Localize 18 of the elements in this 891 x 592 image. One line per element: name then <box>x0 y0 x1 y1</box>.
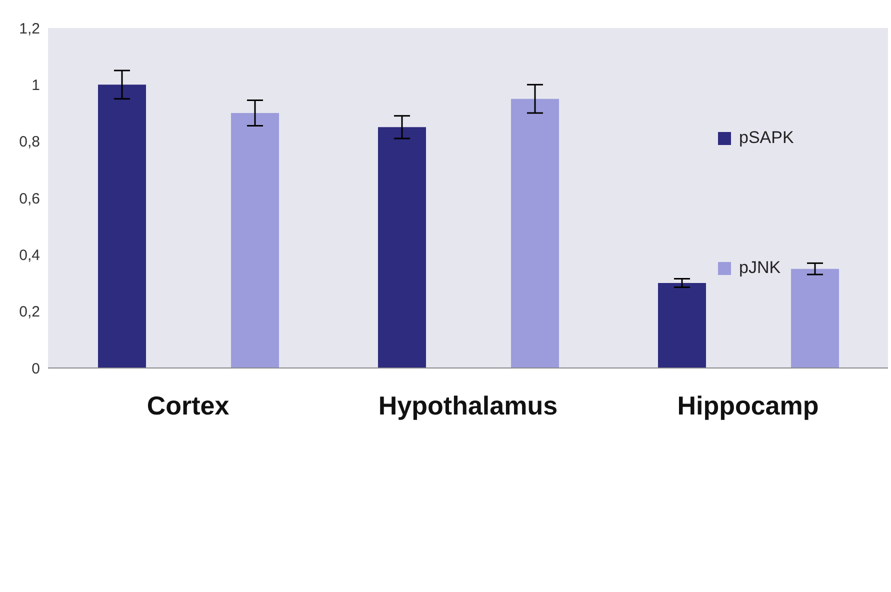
bar <box>511 98 559 368</box>
y-tick-label: 0 <box>32 360 40 378</box>
y-tick-label: 1,2 <box>19 20 40 38</box>
bar <box>378 127 426 368</box>
legend-label: pJNK <box>739 258 781 278</box>
y-tick-label: 0,2 <box>19 304 40 321</box>
bar <box>231 113 279 368</box>
legend-label: pSAPK <box>739 128 794 148</box>
x-tick-label: Cortex <box>146 390 230 420</box>
y-tick-label: 0,8 <box>19 134 40 151</box>
y-tick-label: 1 <box>32 76 40 94</box>
bar <box>98 84 146 368</box>
x-tick-label: Hypothalamus <box>378 390 558 420</box>
bar <box>658 283 706 368</box>
y-tick-label: 0,6 <box>19 190 40 208</box>
bar <box>791 268 839 368</box>
y-tick-label: 0,4 <box>19 246 40 264</box>
x-tick-label: Hippocamp <box>677 390 819 420</box>
